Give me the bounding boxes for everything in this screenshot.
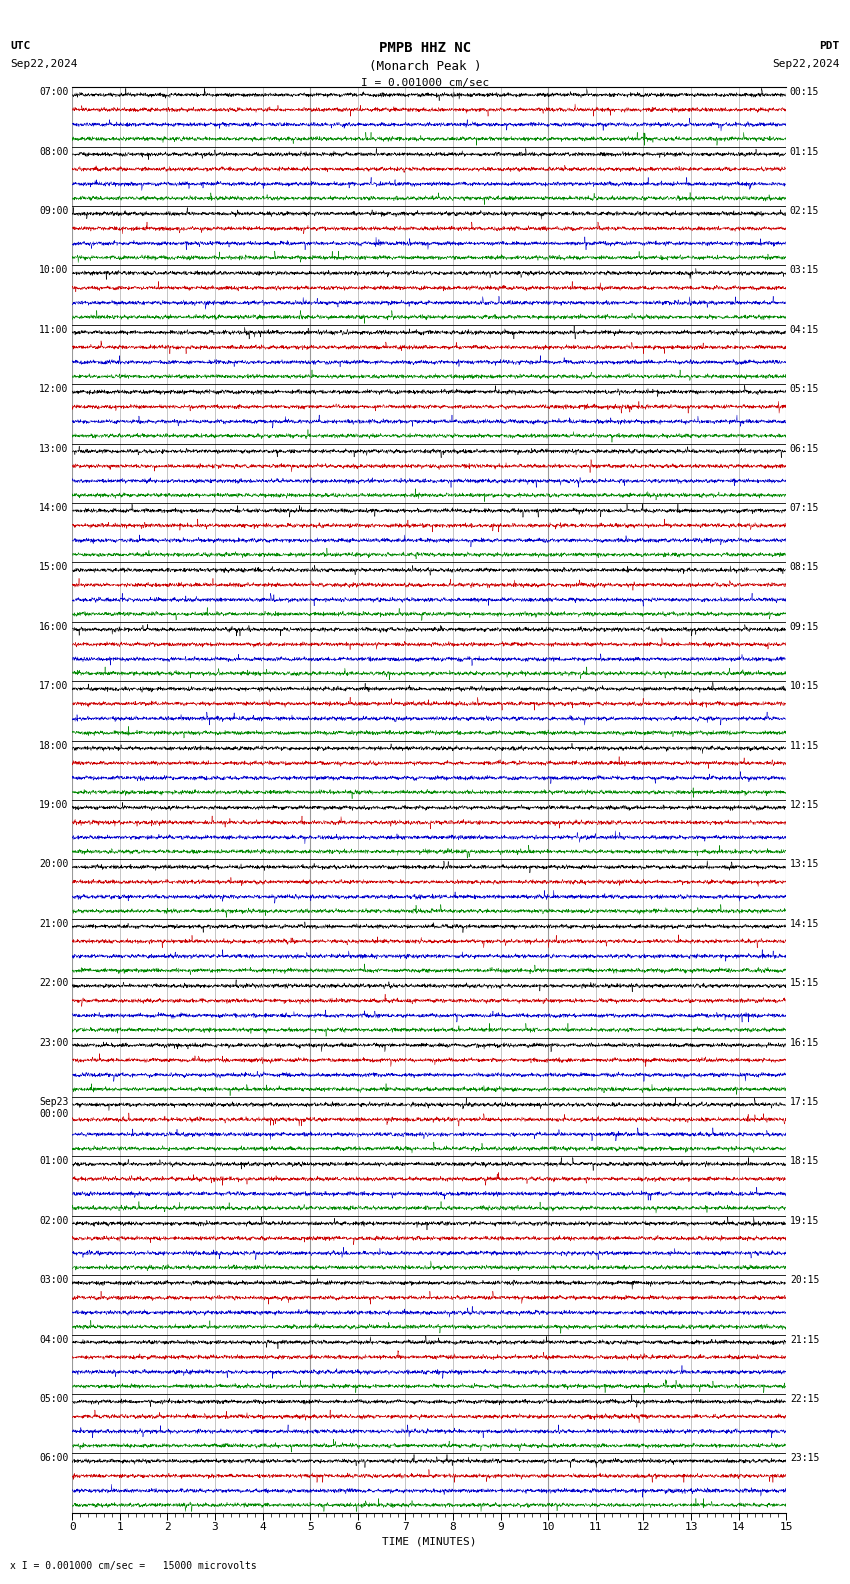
Text: 21:00: 21:00 bbox=[39, 919, 69, 928]
Text: 08:15: 08:15 bbox=[790, 562, 819, 572]
Text: PDT: PDT bbox=[819, 41, 840, 51]
X-axis label: TIME (MINUTES): TIME (MINUTES) bbox=[382, 1536, 477, 1546]
Text: 23:15: 23:15 bbox=[790, 1454, 819, 1464]
Text: 15:15: 15:15 bbox=[790, 979, 819, 988]
Text: 04:00: 04:00 bbox=[39, 1334, 69, 1345]
Text: 00:15: 00:15 bbox=[790, 87, 819, 97]
Text: (Monarch Peak ): (Monarch Peak ) bbox=[369, 60, 481, 73]
Text: 11:15: 11:15 bbox=[790, 740, 819, 751]
Text: 13:15: 13:15 bbox=[790, 859, 819, 870]
Text: 23:00: 23:00 bbox=[39, 1038, 69, 1047]
Text: 20:00: 20:00 bbox=[39, 859, 69, 870]
Text: 02:15: 02:15 bbox=[790, 206, 819, 215]
Text: 04:15: 04:15 bbox=[790, 325, 819, 334]
Text: 01:15: 01:15 bbox=[790, 146, 819, 157]
Text: 07:15: 07:15 bbox=[790, 504, 819, 513]
Text: x I = 0.001000 cm/sec =   15000 microvolts: x I = 0.001000 cm/sec = 15000 microvolts bbox=[10, 1562, 257, 1571]
Text: 06:00: 06:00 bbox=[39, 1454, 69, 1464]
Text: 08:00: 08:00 bbox=[39, 146, 69, 157]
Text: 07:00: 07:00 bbox=[39, 87, 69, 97]
Text: 22:15: 22:15 bbox=[790, 1394, 819, 1403]
Text: 19:00: 19:00 bbox=[39, 800, 69, 809]
Text: 22:00: 22:00 bbox=[39, 979, 69, 988]
Text: 11:00: 11:00 bbox=[39, 325, 69, 334]
Text: 20:15: 20:15 bbox=[790, 1275, 819, 1285]
Text: PMPB HHZ NC: PMPB HHZ NC bbox=[379, 41, 471, 55]
Text: 10:00: 10:00 bbox=[39, 265, 69, 276]
Text: 06:15: 06:15 bbox=[790, 444, 819, 453]
Text: 18:15: 18:15 bbox=[790, 1156, 819, 1166]
Text: 19:15: 19:15 bbox=[790, 1217, 819, 1226]
Text: 02:00: 02:00 bbox=[39, 1217, 69, 1226]
Text: 16:15: 16:15 bbox=[790, 1038, 819, 1047]
Text: 05:00: 05:00 bbox=[39, 1394, 69, 1403]
Text: 14:00: 14:00 bbox=[39, 504, 69, 513]
Text: 10:15: 10:15 bbox=[790, 681, 819, 691]
Text: 03:15: 03:15 bbox=[790, 265, 819, 276]
Text: 03:00: 03:00 bbox=[39, 1275, 69, 1285]
Text: 17:15: 17:15 bbox=[790, 1096, 819, 1107]
Text: 18:00: 18:00 bbox=[39, 740, 69, 751]
Text: Sep22,2024: Sep22,2024 bbox=[10, 59, 77, 68]
Text: 21:15: 21:15 bbox=[790, 1334, 819, 1345]
Text: I = 0.001000 cm/sec: I = 0.001000 cm/sec bbox=[361, 78, 489, 87]
Text: 15:00: 15:00 bbox=[39, 562, 69, 572]
Text: 09:15: 09:15 bbox=[790, 621, 819, 632]
Text: 05:15: 05:15 bbox=[790, 385, 819, 394]
Text: 14:15: 14:15 bbox=[790, 919, 819, 928]
Text: Sep22,2024: Sep22,2024 bbox=[773, 59, 840, 68]
Text: 17:00: 17:00 bbox=[39, 681, 69, 691]
Text: 01:00: 01:00 bbox=[39, 1156, 69, 1166]
Text: UTC: UTC bbox=[10, 41, 31, 51]
Text: 16:00: 16:00 bbox=[39, 621, 69, 632]
Text: Sep23
00:00: Sep23 00:00 bbox=[39, 1096, 69, 1118]
Text: 13:00: 13:00 bbox=[39, 444, 69, 453]
Text: 12:00: 12:00 bbox=[39, 385, 69, 394]
Text: 12:15: 12:15 bbox=[790, 800, 819, 809]
Text: 09:00: 09:00 bbox=[39, 206, 69, 215]
